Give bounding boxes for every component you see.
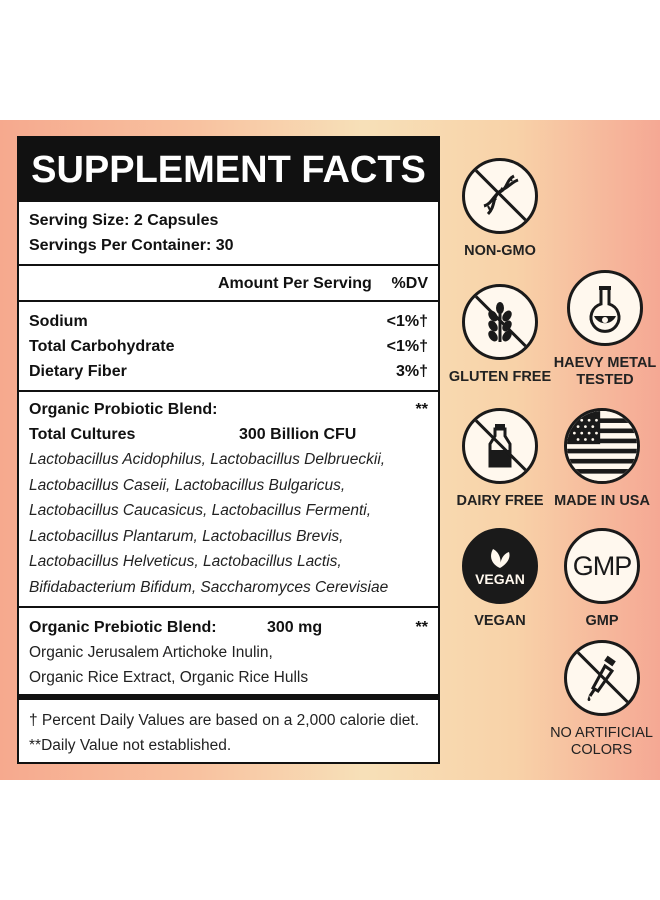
strain-line: Lactobacillus Caseii, Lactobacillus Bulg… <box>29 476 346 494</box>
badge-label: GLUTEN FREE <box>448 369 552 385</box>
nutrient-row: Sodium <1%† <box>29 309 428 334</box>
badge-label: GMP <box>585 613 619 629</box>
nutrient-row: Total Carbohydrate <1%† <box>29 334 428 359</box>
strain-line: Bifidabacterium Bifidum, Saccharomyces C… <box>29 578 389 596</box>
nutrient-name: Total Carbohydrate <box>29 337 175 355</box>
strain-line: Lactobacillus Acidophilus, Lactobacillus… <box>29 451 386 468</box>
badge-made-in-usa: MADE IN USA <box>550 408 654 510</box>
serving-info: Serving Size: 2 Capsules Servings Per Co… <box>19 202 438 266</box>
prebiotic-ingredient: Organic Rice Extract, Organic Rice Hulls <box>29 669 309 686</box>
nutrient-name: Dietary Fiber <box>29 362 127 380</box>
prebiotic-title: Organic Prebiotic Blend: <box>29 618 217 636</box>
amount-per-serving-header: Amount Per Serving <box>218 275 372 292</box>
probiotic-mark: ** <box>415 400 428 418</box>
vegan-icon-text: VEGAN <box>475 570 525 587</box>
prebiotic-ingredient: Organic Jerusalem Artichoke Inulin, <box>29 644 273 661</box>
nutrient-dv: <1%† <box>386 337 428 355</box>
dna-icon <box>462 158 538 234</box>
dv-header: %DV <box>391 275 428 292</box>
badge-heavy-metal-tested: HAEVY METAL TESTED <box>550 270 660 389</box>
badge-gluten-free: GLUTEN FREE <box>443 284 557 386</box>
badge-no-artificial-colors: NO ARTIFICIAL COLORS <box>543 640 660 759</box>
probiotic-title: Organic Probiotic Blend: <box>29 400 218 418</box>
probiotic-section: Organic Probiotic Blend: ** Total Cultur… <box>19 392 438 608</box>
prebiotic-section: Organic Prebiotic Blend: 300 mg ** Organ… <box>19 608 438 700</box>
gmp-icon: GMP <box>564 528 640 604</box>
strain-line: Lactobacillus Helveticus, Lactobacillus … <box>29 553 342 570</box>
badge-label: TESTED <box>576 372 634 388</box>
strain-line: Lactobacillus Caucasicus, Lactobacillus … <box>29 502 372 519</box>
gmp-icon-text: GMP <box>572 550 633 581</box>
supplement-facts-panel: SUPPLEMENT FACTS Serving Size: 2 Capsule… <box>17 136 440 764</box>
badge-label: NO ARTIFICIAL <box>550 725 653 741</box>
badge-label: DAIRY FREE <box>456 493 544 509</box>
badge-non-gmo: NON-GMO <box>453 158 547 260</box>
serving-size: Serving Size: 2 Capsules <box>29 211 219 229</box>
nutrients-section: Sodium <1%† Total Carbohydrate <1%† Diet… <box>19 302 438 392</box>
footnote: **Daily Value not established. <box>29 737 232 754</box>
prebiotic-mark: ** <box>415 618 428 636</box>
badge-label: VEGAN <box>474 613 526 629</box>
dropper-icon <box>563 640 640 716</box>
milk-bottle-icon <box>462 408 538 484</box>
nutrient-name: Sodium <box>29 312 88 330</box>
badge-label: HAEVY METAL <box>553 355 657 371</box>
badge-vegan: VEGAN VEGAN <box>453 528 547 630</box>
amount-header-row: Amount Per Serving %DV <box>19 266 438 302</box>
badge-gmp: GMP GMP <box>555 528 649 630</box>
servings-per-container: Servings Per Container: 30 <box>29 236 234 254</box>
nutrient-row: Dietary Fiber 3%† <box>29 359 428 384</box>
panel-title: SUPPLEMENT FACTS <box>19 138 438 202</box>
footnote: † Percent Daily Values are based on a 2,… <box>29 712 420 729</box>
badge-label: COLORS <box>570 742 633 758</box>
total-cultures-amount: 300 Billion CFU <box>239 425 357 443</box>
badge-label: MADE IN USA <box>554 493 650 509</box>
footnotes: † Percent Daily Values are based on a 2,… <box>19 700 438 758</box>
nutrient-dv: <1%† <box>386 312 428 330</box>
badge-label: NON-GMO <box>464 243 536 259</box>
us-flag-icon <box>564 408 640 484</box>
nutrient-dv: 3%† <box>395 362 428 380</box>
badge-dairy-free: DAIRY FREE <box>447 408 553 510</box>
total-cultures-label: Total Cultures <box>29 425 136 443</box>
flask-icon <box>567 270 643 346</box>
wheat-icon <box>462 284 538 360</box>
leaf-icon: VEGAN <box>462 528 538 604</box>
prebiotic-amount: 300 mg <box>267 618 323 636</box>
strain-line: Lactobacillus Plantarum, Lactobacillus B… <box>29 527 344 545</box>
